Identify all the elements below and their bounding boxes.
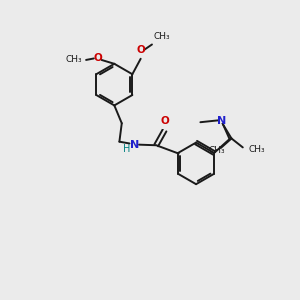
- Text: CH₃: CH₃: [249, 145, 266, 154]
- Text: CH₃: CH₃: [153, 32, 170, 41]
- Bar: [162, 123, 167, 130]
- Text: CH₃: CH₃: [65, 56, 82, 64]
- Text: O: O: [136, 45, 145, 55]
- Bar: [138, 49, 143, 56]
- Text: CH₃: CH₃: [209, 146, 226, 155]
- Text: H: H: [123, 144, 130, 154]
- Bar: [95, 55, 101, 62]
- Text: O: O: [161, 116, 170, 126]
- Text: O: O: [94, 53, 102, 64]
- Bar: [218, 117, 224, 123]
- Text: N: N: [217, 116, 226, 126]
- Text: N: N: [130, 140, 140, 150]
- Bar: [132, 141, 137, 148]
